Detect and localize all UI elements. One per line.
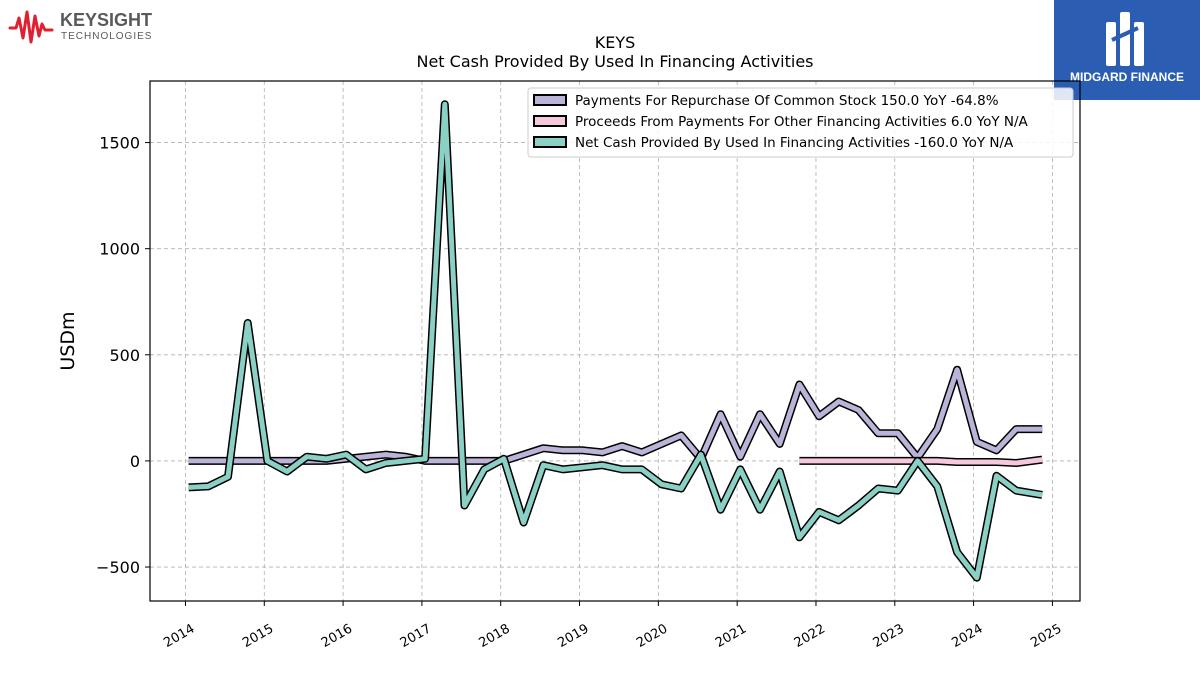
brand-name: KEYSIGHT xyxy=(60,10,152,30)
y-tick-label: −500 xyxy=(96,558,140,577)
y-tick-label: 1500 xyxy=(99,134,140,153)
x-tick-label: 2016 xyxy=(319,621,355,651)
legend-label: Payments For Repurchase Of Common Stock … xyxy=(575,93,999,109)
legend-box xyxy=(527,87,1074,158)
x-tick-label: 2017 xyxy=(398,621,434,651)
chart-title: KEYS xyxy=(594,33,636,52)
keysight-logo: KEYSIGHT TECHNOLOGIES xyxy=(8,6,178,46)
watermark-name: MIDGARD FINANCE xyxy=(1070,70,1184,84)
x-tick-label: 2018 xyxy=(477,621,513,651)
y-tick-label: 0 xyxy=(130,452,140,471)
plot-frame xyxy=(149,80,1081,602)
x-tick-label: 2015 xyxy=(240,621,276,651)
x-tick-label: 2014 xyxy=(161,621,197,651)
midgard-mark-icon: MIDGARD FINANCE xyxy=(1070,12,1184,84)
legend-swatch xyxy=(533,136,567,148)
legend-label: Proceeds From Payments For Other Financi… xyxy=(575,114,1029,130)
keysight-wave-icon: KEYSIGHT TECHNOLOGIES xyxy=(8,10,152,44)
legend-swatch xyxy=(533,94,567,106)
legend-label: Net Cash Provided By Used In Financing A… xyxy=(575,135,1014,151)
x-tick-label: 2023 xyxy=(871,621,907,651)
y-axis-label: USDm xyxy=(57,311,79,370)
x-tick-label: 2021 xyxy=(713,621,749,651)
x-tick-label: 2020 xyxy=(634,621,670,651)
x-tick-label: 2025 xyxy=(1028,621,1064,651)
y-tick-label: 500 xyxy=(109,346,140,365)
midgard-finance-logo: MIDGARD FINANCE xyxy=(1054,0,1200,100)
x-tick-label: 2019 xyxy=(555,621,591,651)
legend-swatch xyxy=(533,115,567,127)
x-tick-label: 2022 xyxy=(792,621,828,651)
brand-sub: TECHNOLOGIES xyxy=(61,31,152,42)
chart-subtitle: Net Cash Provided By Used In Financing A… xyxy=(416,52,814,71)
x-tick-label: 2024 xyxy=(949,621,985,651)
series-line-2 xyxy=(188,101,1043,581)
series-outline-2 xyxy=(188,100,1043,582)
y-tick-label: 1000 xyxy=(99,240,140,259)
